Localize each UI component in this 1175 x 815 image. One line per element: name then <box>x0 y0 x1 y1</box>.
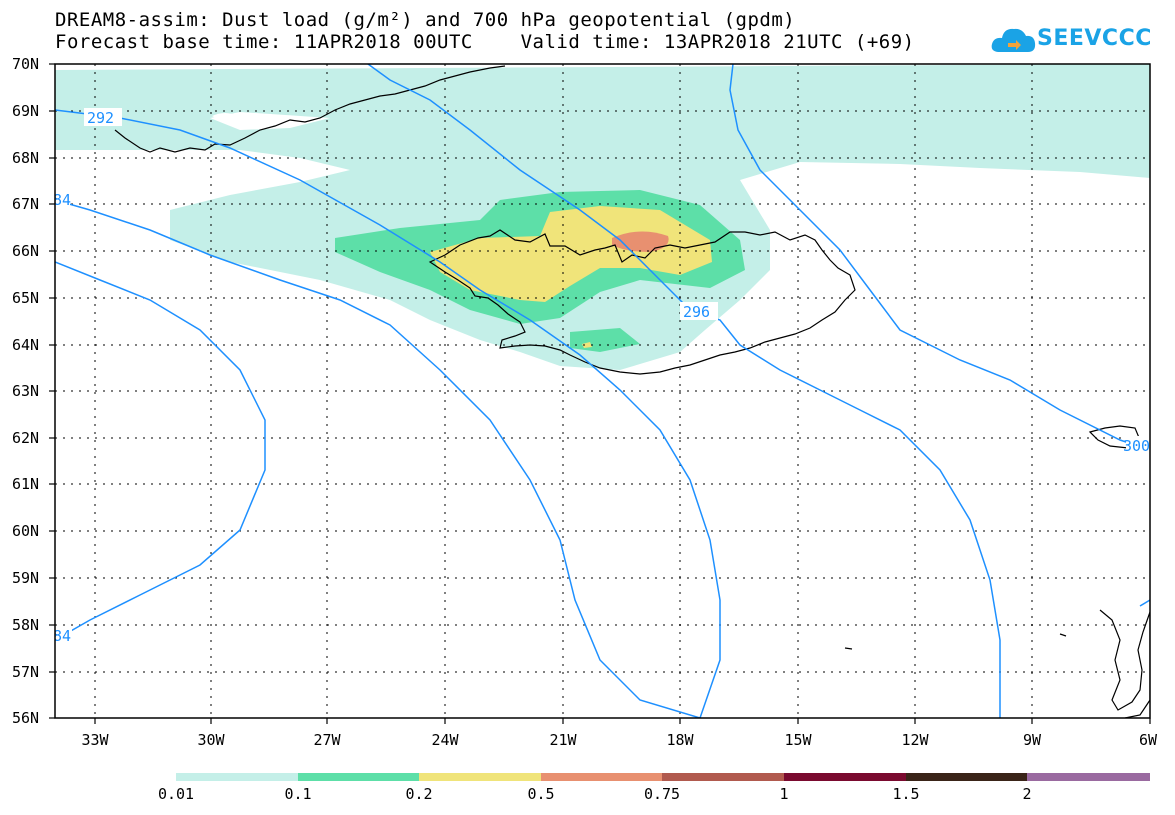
legend-swatch-2 <box>1027 773 1150 781</box>
legend-swatch-0-5 <box>541 773 662 781</box>
lon-label-33w: 33W <box>81 731 109 749</box>
legend-swatch-0-1 <box>298 773 419 781</box>
lon-label-30w: 30W <box>197 731 225 749</box>
legend-swatch-1 <box>784 773 906 781</box>
contour-label-300: 300 <box>1123 437 1150 455</box>
lon-label-6w: 6W <box>1138 731 1158 749</box>
lat-label-61n: 61N <box>12 475 40 493</box>
lat-label-67n: 67N <box>12 195 40 213</box>
contour-labels: 292 296 284 284 300 <box>44 108 1150 645</box>
lon-label-18w: 18W <box>666 731 694 749</box>
lat-label-68n: 68N <box>12 149 40 167</box>
lon-label-15w: 15W <box>784 731 812 749</box>
geopotential-contours <box>55 64 1150 718</box>
legend-swatch-1-5 <box>906 773 1027 781</box>
lon-label-27w: 27W <box>313 731 341 749</box>
legend-swatch-0-01 <box>176 773 298 781</box>
contour-label-296: 296 <box>683 303 710 321</box>
legend-label-1: 1 <box>779 785 789 803</box>
lat-label-59n: 59N <box>12 569 40 587</box>
lat-label-64n: 64N <box>12 336 40 354</box>
legend-label-0-75: 0.75 <box>643 785 681 803</box>
legend-label-1-5: 1.5 <box>892 785 920 803</box>
contour-label-284-bottom: 284 <box>44 627 71 645</box>
lat-label-63n: 63N <box>12 382 40 400</box>
dust-band-0-2 <box>430 206 712 348</box>
lon-label-24w: 24W <box>431 731 459 749</box>
cloud-logo-icon <box>991 28 1036 52</box>
chart-title-line-1: DREAM8-assim: Dust load (g/m²) and 700 h… <box>55 9 796 31</box>
chart-title-line-2: Forecast base time: 11APR2018 00UTC Vali… <box>55 31 915 53</box>
logo-wordmark: SEEVCCC <box>1037 26 1152 51</box>
lon-label-9w: 9W <box>1022 731 1042 749</box>
legend-label-0-5: 0.5 <box>527 785 555 803</box>
lat-label-57n: 57N <box>12 663 40 681</box>
axis-ticks <box>49 63 1151 724</box>
lon-label-12w: 12W <box>901 731 929 749</box>
lat-label-60n: 60N <box>12 522 40 540</box>
lat-label-56n: 56N <box>12 709 40 727</box>
lat-label-62n: 62N <box>12 429 40 447</box>
contour-label-284-top: 284 <box>44 191 71 209</box>
lat-label-70n: 70N <box>12 55 40 73</box>
map-gridlines <box>55 64 1150 718</box>
legend-label-0-2: 0.2 <box>405 785 433 803</box>
contour-label-292: 292 <box>87 109 114 127</box>
lat-label-65n: 65N <box>12 289 40 307</box>
lat-label-58n: 58N <box>12 616 40 634</box>
legend-label-2: 2 <box>1022 785 1032 803</box>
legend-label-0-01: 0.01 <box>157 785 195 803</box>
lon-label-21w: 21W <box>549 731 577 749</box>
legend-swatch-0-75 <box>662 773 784 781</box>
legend-swatch-0-2 <box>419 773 541 781</box>
lat-label-69n: 69N <box>12 102 40 120</box>
legend-label-0-1: 0.1 <box>284 785 312 803</box>
lat-label-66n: 66N <box>12 242 40 260</box>
